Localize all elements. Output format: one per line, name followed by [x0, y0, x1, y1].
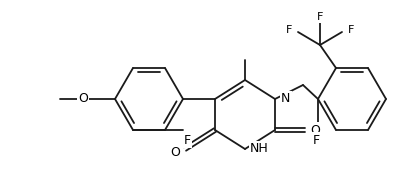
- Text: F: F: [348, 25, 354, 35]
- Text: N: N: [281, 92, 290, 105]
- Text: F: F: [312, 133, 320, 146]
- Text: F: F: [317, 12, 323, 22]
- Text: O: O: [310, 124, 320, 136]
- Text: O: O: [78, 92, 88, 105]
- Text: F: F: [183, 133, 191, 146]
- Text: F: F: [286, 25, 292, 35]
- Text: O: O: [170, 146, 180, 159]
- Text: NH: NH: [250, 143, 269, 155]
